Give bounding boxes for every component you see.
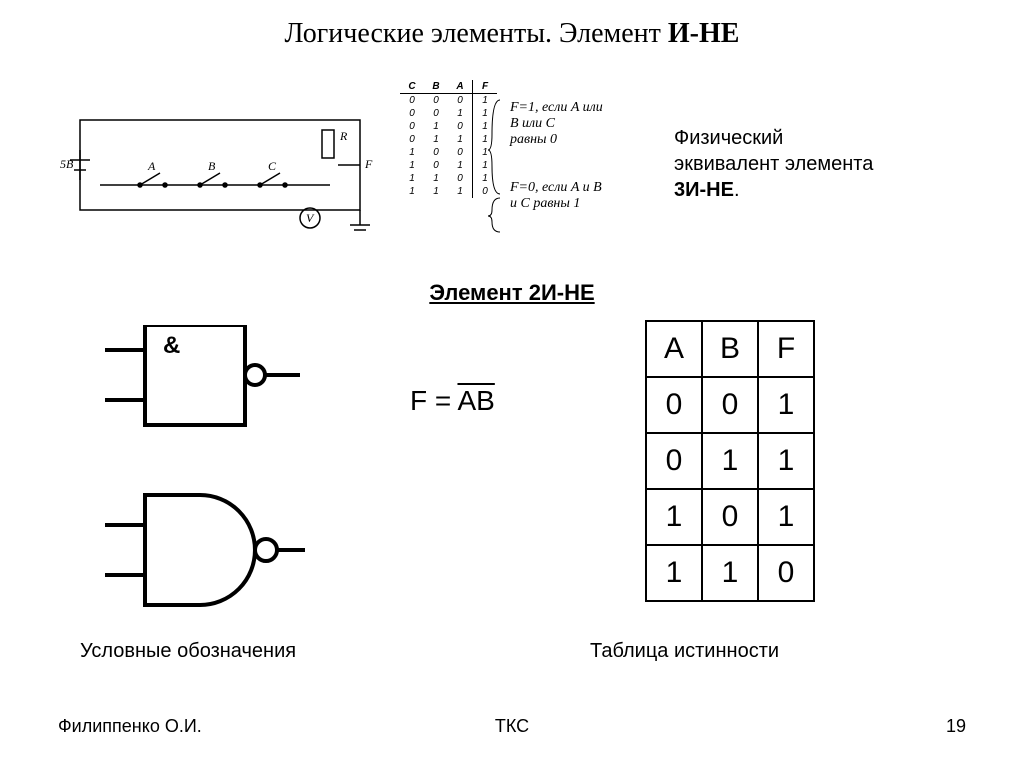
big-cell: 1 (702, 433, 758, 489)
small-cell: 1 (400, 159, 424, 172)
label-c: C (268, 159, 277, 173)
big-cell: 1 (702, 545, 758, 601)
footer-course: ТКС (495, 716, 529, 737)
label-f: F (364, 157, 373, 171)
small-cell: 0 (400, 133, 424, 146)
small-cell: 0 (448, 172, 473, 185)
sth-b: B (424, 80, 448, 94)
small-cell: 0 (448, 146, 473, 159)
small-cell: 1 (424, 120, 448, 133)
small-cell: 0 (424, 107, 448, 120)
big-cell: 0 (646, 377, 702, 433)
small-cell: 0 (448, 120, 473, 133)
sth-f: F (473, 80, 498, 94)
phys-l1: Физический (674, 127, 783, 149)
symbols-caption: Условные обозначения (80, 640, 296, 663)
big-cell: 1 (758, 489, 814, 545)
phys-l3b: 3И-НЕ (674, 179, 734, 201)
brace-top3: равны 0 (510, 132, 603, 148)
small-cell: 1 (400, 185, 424, 198)
big-cell: 1 (646, 545, 702, 601)
label-meter: V (306, 211, 315, 225)
small-cell: 0 (424, 146, 448, 159)
small-cell: 0 (400, 120, 424, 133)
truth-table-big: A B F 001011101110 (645, 320, 815, 602)
big-cell: 1 (758, 433, 814, 489)
formula-rhs: AB (457, 385, 494, 416)
footer-page: 19 (946, 716, 966, 737)
phys-l2: эквивалент элемента (674, 153, 873, 175)
th-a: A (646, 321, 702, 377)
small-cell: 1 (424, 133, 448, 146)
small-cell: 0 (424, 94, 448, 108)
small-cell: 1 (448, 159, 473, 172)
th-b: B (702, 321, 758, 377)
small-cell: 0 (448, 94, 473, 108)
th-f: F (758, 321, 814, 377)
big-cell: 0 (702, 377, 758, 433)
big-cell: 0 (646, 433, 702, 489)
section-heading: Элемент 2И-НЕ (0, 280, 1024, 306)
formula: F = AB (410, 385, 495, 417)
title-bold: И-НЕ (668, 18, 740, 49)
brace-notes: F=1, если A или B или C равны 0 F=0, есл… (510, 100, 603, 212)
gate-amp: & (163, 332, 180, 359)
gate-symbols: & (105, 325, 295, 630)
sth-c: C (400, 80, 424, 94)
small-cell: 1 (400, 146, 424, 159)
small-cell: 0 (424, 159, 448, 172)
brace-bot2: и C равны 1 (510, 196, 603, 212)
page-title: Логические элементы. Элемент И-НЕ (0, 0, 1024, 50)
formula-lhs: F = (410, 385, 457, 416)
big-cell: 0 (702, 489, 758, 545)
big-cell: 0 (758, 545, 814, 601)
sth-a: A (448, 80, 473, 94)
brace-bot1: F=0, если A и B (510, 180, 603, 196)
phys-l3t: . (734, 179, 740, 201)
label-r: R (339, 129, 348, 143)
footer: Филиппенко О.И. ТКС 19 (58, 716, 966, 737)
small-cell: 1 (400, 172, 424, 185)
big-cell: 1 (758, 377, 814, 433)
small-cell: 0 (400, 94, 424, 108)
title-plain: Логические элементы. Элемент (285, 18, 668, 49)
label-a: A (147, 159, 156, 173)
table-caption: Таблица истинности (590, 640, 779, 663)
label-vsrc: 5В (60, 157, 74, 171)
small-cell: 1 (448, 133, 473, 146)
small-cell: 1 (448, 185, 473, 198)
big-cell: 1 (646, 489, 702, 545)
small-truth-table: C B A F 00010011010101111001101111011110 (400, 80, 497, 198)
small-cell: 1 (448, 107, 473, 120)
small-cell: 1 (424, 172, 448, 185)
brace-top1: F=1, если A или (510, 100, 603, 116)
brace-top2: B или C (510, 116, 603, 132)
small-cell: 0 (400, 107, 424, 120)
small-cell: 1 (424, 185, 448, 198)
physical-equivalent-text: Физический эквивалент элемента 3И-НЕ. (674, 125, 984, 203)
circuit-schematic: 5В A B C R F V (60, 90, 380, 245)
footer-author: Филиппенко О.И. (58, 716, 202, 736)
label-b: B (208, 159, 216, 173)
